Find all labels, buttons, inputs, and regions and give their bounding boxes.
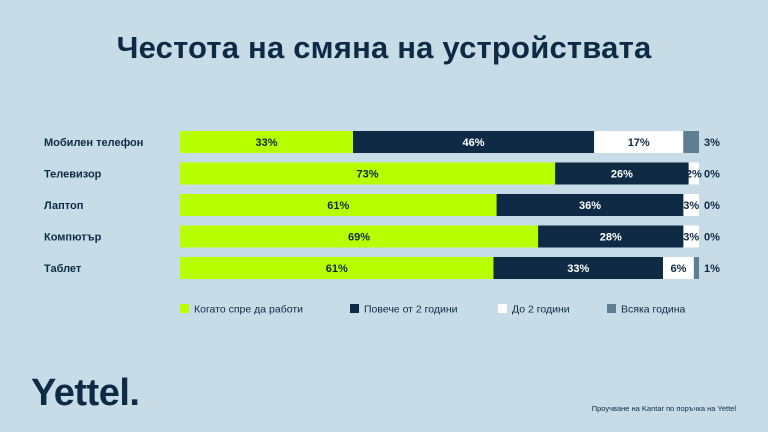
bar-segment xyxy=(180,257,494,279)
bar-segment xyxy=(683,194,699,216)
data-label: 26% xyxy=(611,169,633,181)
data-label: 28% xyxy=(600,232,622,244)
data-label: 33% xyxy=(255,137,277,149)
bar-segment xyxy=(688,162,699,185)
data-label: 61% xyxy=(327,200,349,212)
legend-label: Всяка година xyxy=(621,304,686,316)
bar-segment xyxy=(538,225,684,248)
legend-swatch xyxy=(350,304,359,313)
data-label: 1% xyxy=(704,263,720,275)
data-label: 17% xyxy=(628,137,650,149)
bar-segment xyxy=(180,225,539,248)
legend-swatch xyxy=(498,304,507,313)
data-label: 0% xyxy=(704,232,720,244)
data-label: 36% xyxy=(579,200,601,212)
data-label: 73% xyxy=(357,169,379,181)
bar-segment xyxy=(683,225,699,248)
bar-segment xyxy=(180,194,497,216)
category-label: Лаптоп xyxy=(44,200,83,212)
legend-swatch xyxy=(607,304,616,313)
data-label: 3% xyxy=(704,137,720,149)
source-note: Проучване на Kantar по поръчка на Yettel xyxy=(591,404,736,413)
category-label: Компютър xyxy=(44,232,102,244)
bar-segment xyxy=(663,257,694,279)
data-label: 0% xyxy=(704,169,720,181)
legend-label: До 2 години xyxy=(512,304,570,316)
legend-label: Когато спре да работи xyxy=(194,304,303,316)
data-label: 3% xyxy=(683,200,699,212)
data-label: 0% xyxy=(704,200,720,212)
bar-segment xyxy=(493,257,664,279)
bar-segment xyxy=(683,131,699,153)
bar-segment xyxy=(693,257,699,279)
bar-segment xyxy=(180,162,556,185)
category-label: Таблет xyxy=(44,263,82,275)
bar-segment xyxy=(353,131,595,153)
data-label: 6% xyxy=(670,263,686,275)
chart-title: Честота на смяна на устройствата xyxy=(116,30,652,65)
bar-segment xyxy=(594,131,684,153)
legend-swatch xyxy=(180,304,189,313)
legend-label: Повече от 2 години xyxy=(364,304,458,316)
data-label: 69% xyxy=(348,232,370,244)
data-label: 33% xyxy=(567,263,589,275)
bar-segment xyxy=(496,194,684,216)
bar-segment xyxy=(180,131,353,153)
category-label: Мобилен телефон xyxy=(44,137,143,149)
category-label: Телевизор xyxy=(44,169,102,181)
data-label: 61% xyxy=(326,263,348,275)
data-label: 46% xyxy=(463,137,485,149)
yettel-logo: Yettel. xyxy=(31,372,140,414)
bar-segment xyxy=(555,162,689,185)
data-label: 3% xyxy=(683,232,699,244)
data-label: 2% xyxy=(686,169,702,181)
